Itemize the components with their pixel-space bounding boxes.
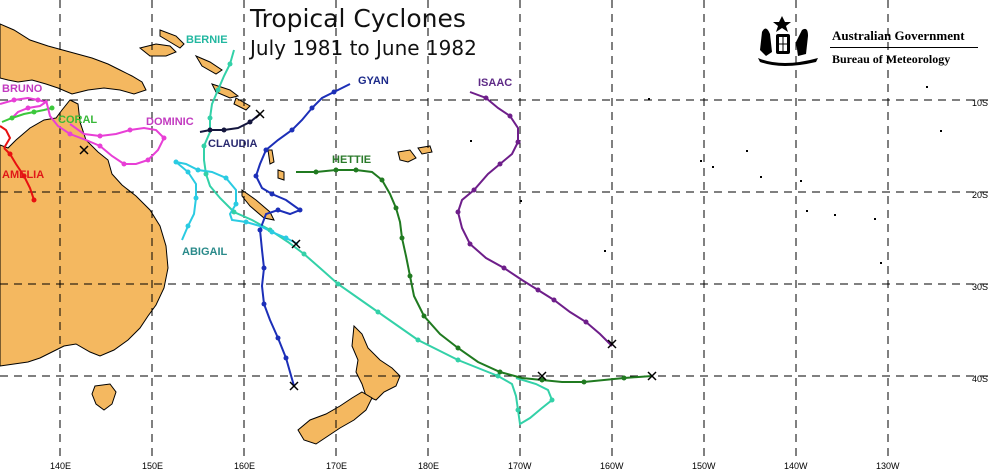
track-gyan (254, 83, 351, 387)
lon-label: 140W (784, 461, 808, 471)
lat-label: 40S (972, 374, 988, 384)
lon-label: 160W (600, 461, 624, 471)
label-abigail: ABIGAIL (182, 246, 228, 258)
new-ireland-land (159, 29, 185, 49)
new-britain-land (138, 43, 177, 57)
lon-label: 170W (508, 461, 532, 471)
tasmania-land (91, 383, 117, 411)
cyclone-labels: BERNIE GYAN ISAAC BRUNO CORAL DOMINIC AM… (2, 34, 512, 258)
lon-label: 180E (418, 461, 439, 471)
label-bruno: BRUNO (2, 83, 43, 95)
label-coral: CORAL (58, 114, 97, 126)
vanuatu-land (277, 169, 285, 181)
track-points (7, 61, 627, 413)
new-guinea-land (0, 23, 147, 95)
lat-label: 20S (972, 190, 988, 200)
lat-label: 30S (972, 282, 988, 292)
track-hettie (296, 169, 653, 383)
coat-of-arms-icon (758, 16, 818, 66)
fiji-land (397, 149, 417, 163)
label-dominic: DOMINIC (146, 116, 194, 128)
logo-divider (830, 47, 978, 48)
latitude-labels: 10S 20S 30S 40S (972, 98, 988, 384)
nz-north-island-land (351, 324, 401, 401)
label-amelia: AMELIA (2, 169, 44, 181)
lat-label: 10S (972, 98, 988, 108)
x-marker-icon (647, 371, 657, 381)
pacific-islets (470, 86, 942, 264)
label-isaac: ISAAC (478, 77, 512, 89)
lon-label: 170E (326, 461, 347, 471)
nz-south-island-land (297, 391, 373, 445)
lon-label: 130W (876, 461, 900, 471)
solomon-islands-land (194, 54, 223, 75)
map-title: Tropical Cyclones (250, 4, 466, 33)
x-marker-icon (537, 371, 547, 381)
label-bernie: BERNIE (186, 34, 228, 46)
lon-label: 140E (50, 461, 71, 471)
map-subtitle: July 1981 to June 1982 (250, 36, 477, 60)
government-name: Australian Government (832, 28, 965, 43)
label-claudia: CLAUDIA (208, 138, 258, 150)
lon-label: 150E (142, 461, 163, 471)
land-masses (0, 23, 433, 445)
x-marker-icon (255, 109, 265, 119)
x-marker-icon (79, 145, 89, 155)
lon-label: 160E (234, 461, 255, 471)
vanuatu-land (267, 149, 275, 165)
australia-land (0, 99, 169, 367)
x-marker-icon (607, 339, 617, 349)
bom-logo: Australian Government Bureau of Meteorol… (750, 12, 982, 72)
label-hettie: HETTIE (332, 154, 371, 166)
solomon-islands-land (233, 97, 251, 111)
lon-label: 150W (692, 461, 716, 471)
dissipation-markers (79, 109, 657, 391)
x-marker-icon (291, 239, 301, 249)
new-caledonia-land (241, 189, 275, 221)
bureau-name: Bureau of Meteorology (832, 52, 951, 66)
label-gyan: GYAN (358, 75, 389, 87)
longitude-labels: 140E 150E 160E 170E 180E 170W 160W 150W … (50, 461, 900, 471)
x-marker-icon (289, 381, 299, 391)
track-amelia-start (0, 125, 12, 149)
